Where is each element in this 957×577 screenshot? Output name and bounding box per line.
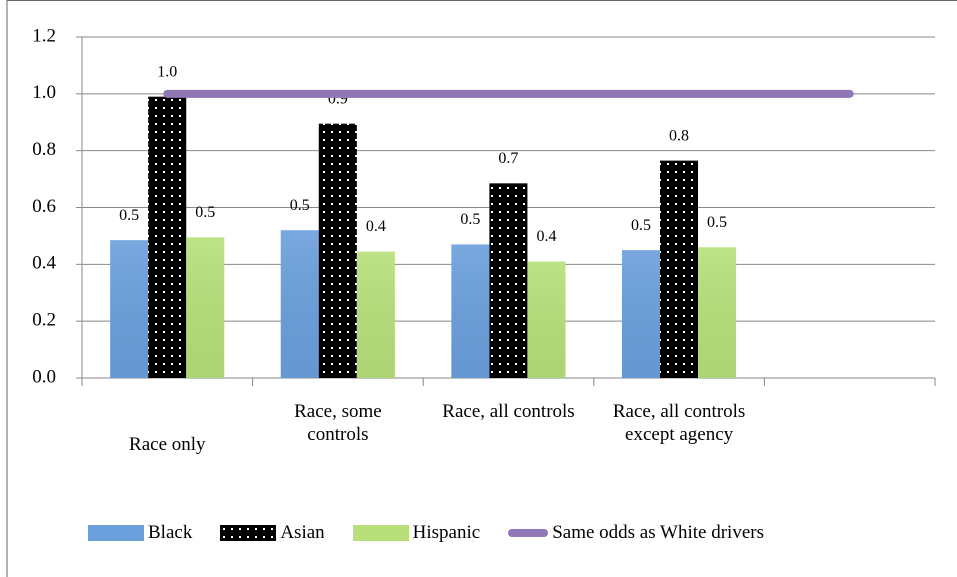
legend-swatch bbox=[220, 525, 277, 541]
legend-item: Same odds as White drivers bbox=[508, 522, 764, 544]
legend-label: Same odds as White drivers bbox=[552, 522, 764, 543]
bar-shade bbox=[186, 237, 225, 378]
legend-item: Hispanic bbox=[352, 522, 481, 544]
data-label: 0.4 bbox=[366, 218, 386, 235]
x-tick-label: Race, all controls except agency bbox=[612, 401, 746, 445]
data-label: 1.0 bbox=[157, 63, 177, 80]
y-tick-label: 0.8 bbox=[32, 139, 56, 160]
data-label: 0.5 bbox=[195, 204, 215, 221]
bar-shade bbox=[527, 261, 566, 378]
x-tick-label: Race only bbox=[129, 434, 206, 455]
y-tick-label: 1.0 bbox=[32, 82, 56, 103]
x-tick-label: Race, all controls bbox=[442, 401, 575, 422]
bar bbox=[318, 123, 357, 378]
bar bbox=[489, 183, 528, 378]
y-tick-label: 1.2 bbox=[32, 25, 56, 46]
y-tick-label: 0.6 bbox=[32, 196, 56, 217]
bar-shade bbox=[451, 244, 490, 378]
y-tick-label: 0.2 bbox=[32, 310, 56, 331]
legend-item: Black bbox=[88, 522, 192, 544]
legend-label: Hispanic bbox=[412, 522, 481, 543]
bar-shade bbox=[110, 240, 149, 378]
data-label: 0.5 bbox=[631, 217, 651, 234]
data-label: 0.5 bbox=[707, 214, 727, 231]
data-label: 0.5 bbox=[119, 207, 139, 224]
bar-shade bbox=[356, 251, 395, 378]
data-label: 0.8 bbox=[669, 127, 689, 144]
data-label: 0.5 bbox=[290, 197, 310, 214]
legend-box bbox=[88, 525, 144, 541]
legend-swatch bbox=[88, 525, 144, 541]
legend-label: Black bbox=[148, 522, 193, 543]
legend-item: Asian bbox=[220, 522, 325, 544]
legend-box bbox=[220, 525, 277, 541]
data-label: 0.5 bbox=[460, 211, 480, 228]
bar-shade bbox=[698, 247, 737, 378]
bar-shade bbox=[621, 250, 660, 378]
y-tick-label: 0.4 bbox=[32, 253, 56, 274]
data-label: 0.7 bbox=[498, 150, 518, 167]
bar bbox=[659, 160, 699, 378]
data-label: 0.4 bbox=[536, 228, 556, 245]
chart-border bbox=[6, 0, 957, 577]
legend-swatch bbox=[352, 525, 409, 541]
y-tick-label: 0.0 bbox=[32, 366, 56, 387]
x-tick-label: Race, some controls bbox=[294, 401, 382, 445]
legend: Black Asian Hispanic Same odds as White dri… bbox=[88, 522, 792, 544]
legend-box bbox=[352, 525, 409, 541]
legend-label: Asian bbox=[280, 522, 325, 543]
bar bbox=[148, 96, 187, 379]
bar-shade bbox=[280, 230, 319, 378]
legend-swatch bbox=[508, 529, 549, 537]
